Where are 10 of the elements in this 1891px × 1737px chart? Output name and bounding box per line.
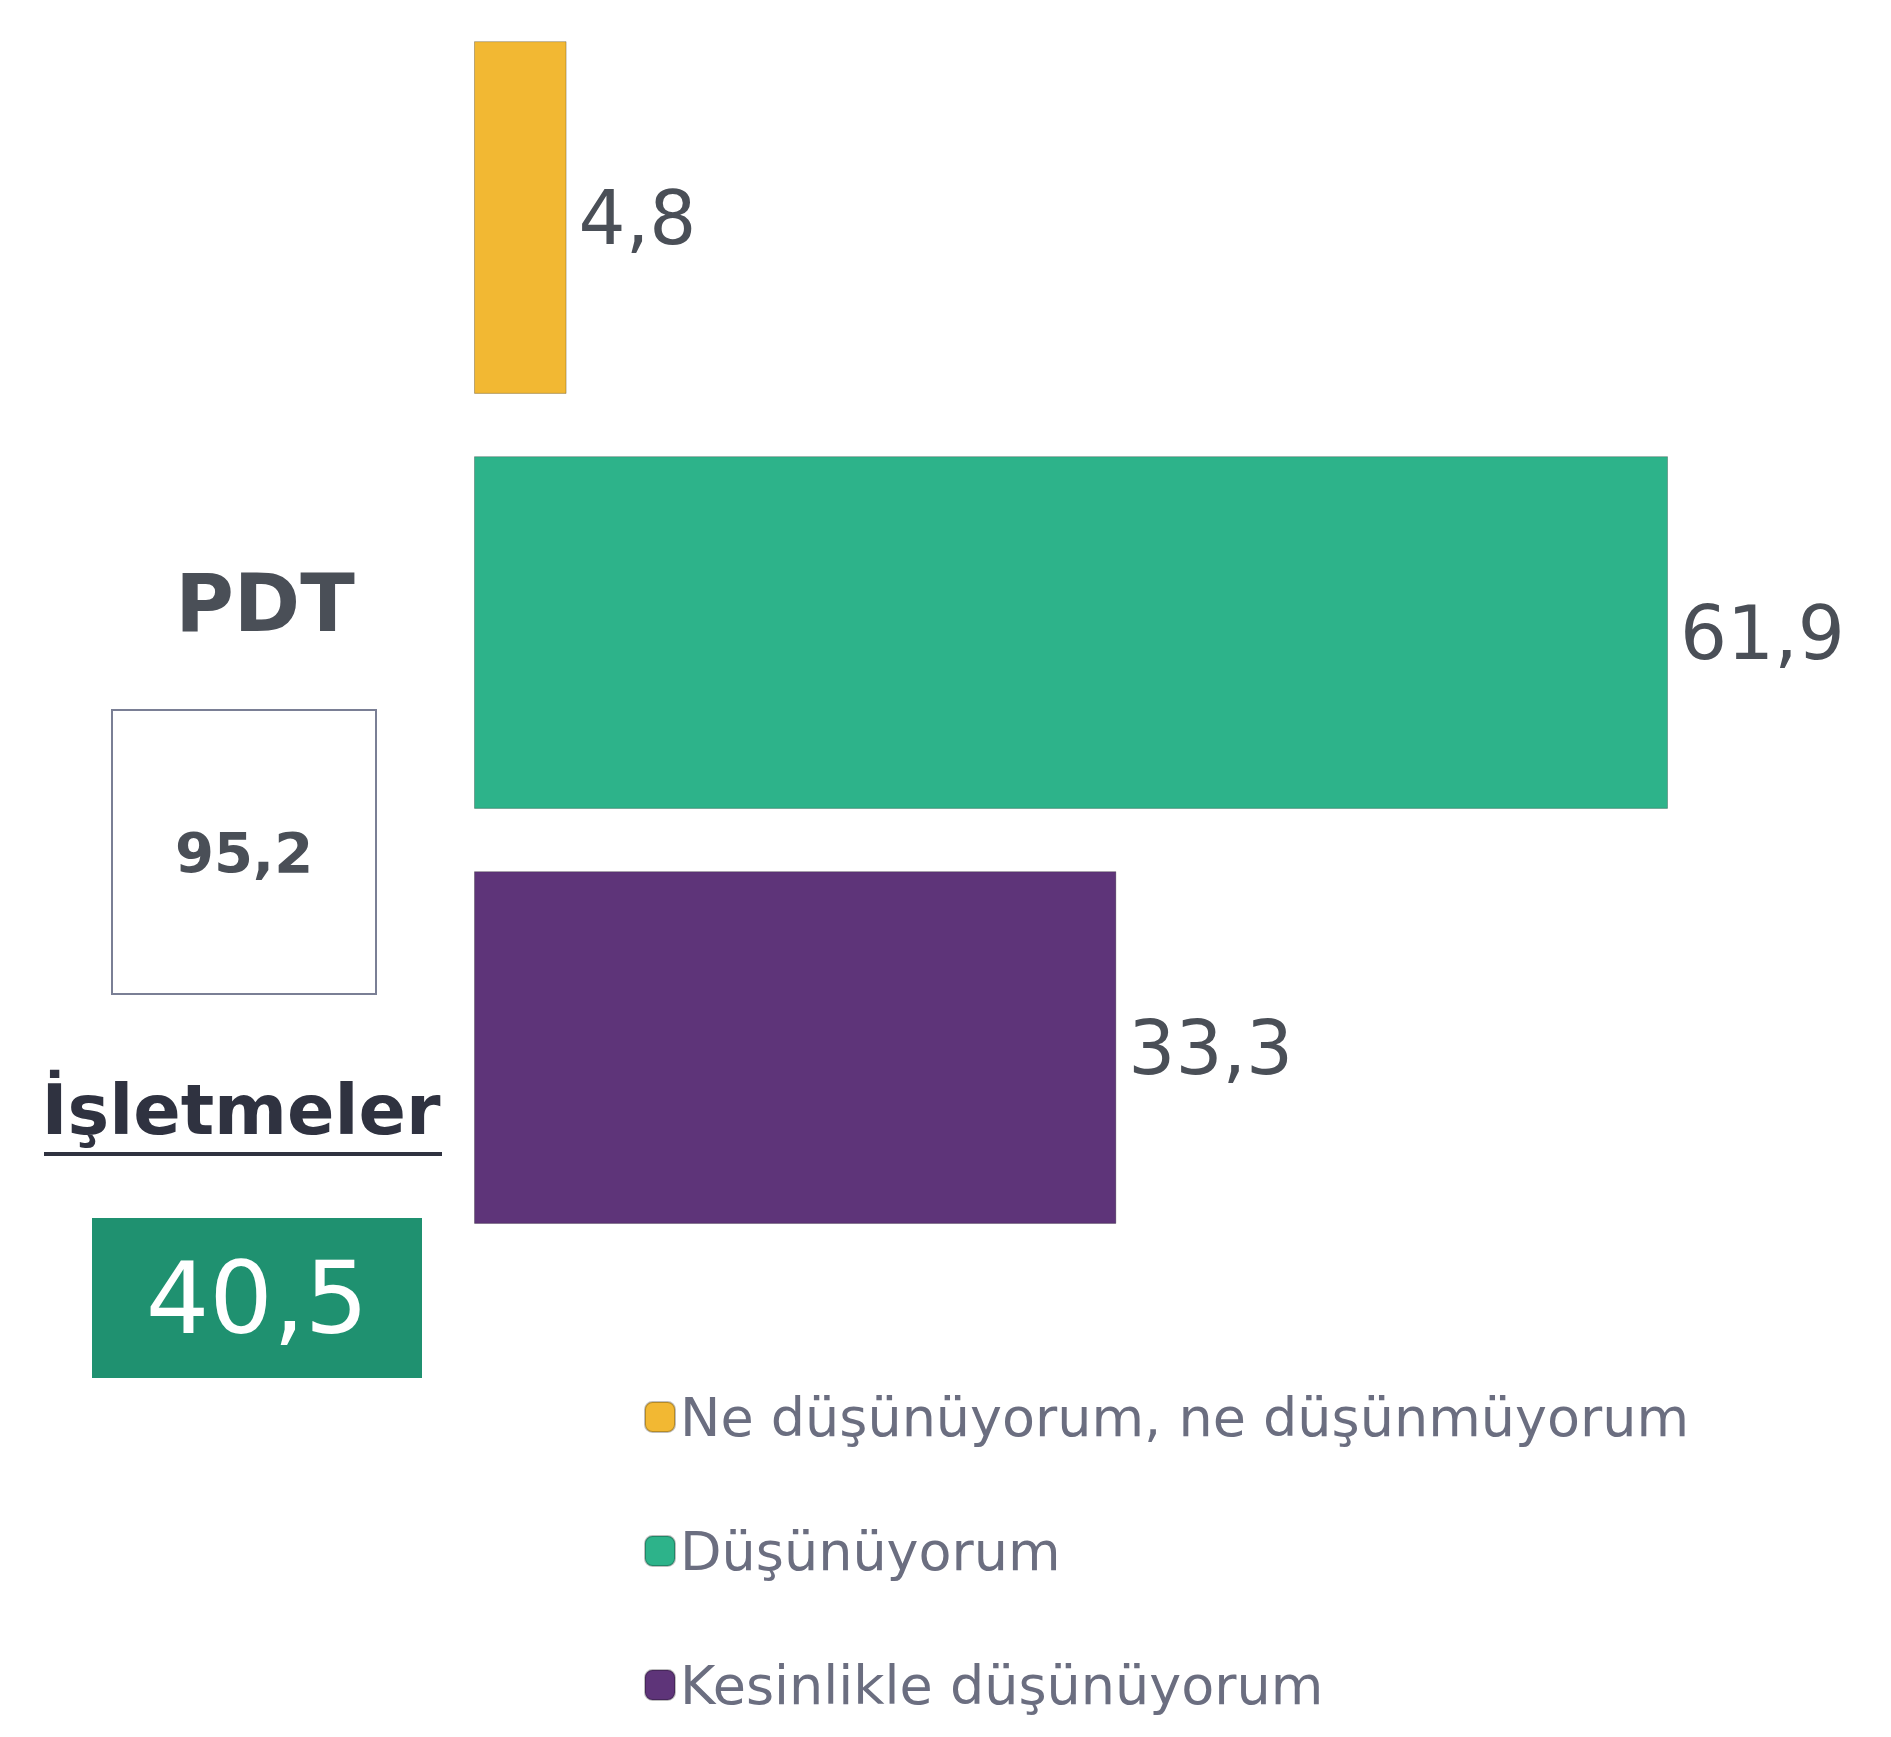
text: İşletmeler (41, 1069, 441, 1151)
legend-label: Kesinlikle düşünüyorum (680, 1653, 1324, 1717)
legend-label: Düşünüyorum (680, 1519, 1061, 1583)
text: PDT (175, 556, 356, 650)
text: 95,2 (174, 819, 314, 885)
data-label: 61,9 (1680, 589, 1845, 676)
data-label: 33,3 (1128, 1004, 1294, 1091)
data-label: 4,8 (578, 174, 697, 261)
text: 40,5 (145, 1239, 369, 1357)
legend-label: Ne düşünüyorum, ne düşünmüyorum (680, 1385, 1689, 1449)
